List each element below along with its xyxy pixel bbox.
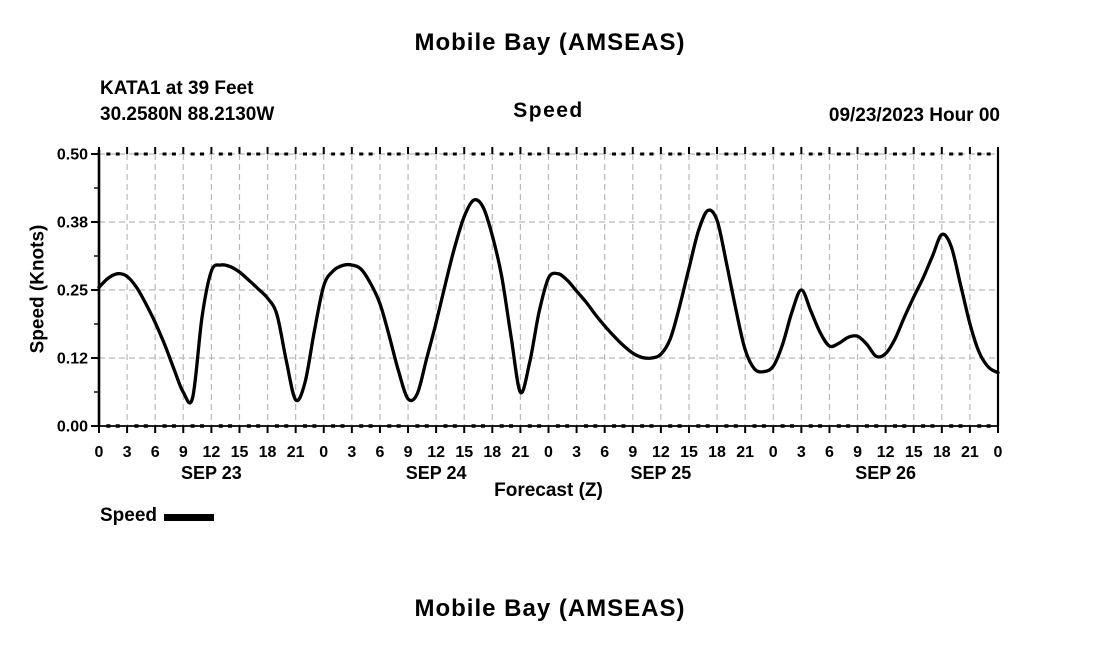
x-tick-label: 6 — [375, 444, 384, 461]
x-tick-label: 21 — [287, 444, 305, 461]
x-tick-label: 12 — [877, 444, 895, 461]
x-tick-label: 3 — [123, 444, 132, 461]
x-tick-label: 18 — [483, 444, 501, 461]
speed-curve — [97, 198, 1000, 405]
day-label: SEP 24 — [406, 463, 467, 483]
y-tick-label: 0.50 — [57, 147, 88, 164]
x-tick-label: 15 — [231, 444, 249, 461]
legend-line-swatch — [164, 514, 215, 521]
y-tick-label: 0.25 — [57, 283, 88, 300]
x-tick-label: 9 — [404, 444, 413, 461]
x-tick-label: 6 — [825, 444, 834, 461]
x-tick-label: 18 — [708, 444, 726, 461]
station-label: KATA1 at 39 Feet — [100, 78, 254, 99]
x-tick-label: 0 — [994, 444, 1003, 461]
x-tick-label: 9 — [853, 444, 862, 461]
x-axis-title: Forecast (Z) — [494, 480, 603, 501]
station-coordinates: 30.2580N 88.2130W — [100, 104, 275, 125]
x-tick-label: 15 — [905, 444, 923, 461]
x-tick-label: 9 — [628, 444, 637, 461]
x-tick-label: 18 — [933, 444, 951, 461]
x-tick-label: 18 — [259, 444, 277, 461]
x-tick-label: 21 — [512, 444, 530, 461]
x-tick-label: 3 — [572, 444, 581, 461]
x-tick-label: 15 — [680, 444, 698, 461]
x-tick-label: 6 — [151, 444, 160, 461]
x-tick-label: 0 — [95, 444, 104, 461]
y-tick-label: 0.38 — [57, 215, 88, 232]
x-tick-label: 0 — [544, 444, 553, 461]
next-chart-title: Mobile Bay (AMSEAS) — [414, 595, 686, 622]
legend-label: Speed — [100, 505, 158, 526]
x-tick-label: 15 — [455, 444, 473, 461]
day-label: SEP 23 — [181, 463, 242, 483]
x-tick-label: 9 — [179, 444, 188, 461]
chart-subtitle: Speed — [513, 99, 584, 122]
x-tick-label: 6 — [600, 444, 609, 461]
x-tick-label: 21 — [961, 444, 979, 461]
forecast-run-date: 09/23/2023 Hour 00 — [828, 105, 1000, 126]
y-tick-label: 0.00 — [57, 419, 88, 436]
x-tick-label: 12 — [652, 444, 670, 461]
x-tick-label: 3 — [797, 444, 806, 461]
x-tick-label: 3 — [347, 444, 356, 461]
x-tick-label: 0 — [769, 444, 778, 461]
page-title: Mobile Bay (AMSEAS) — [414, 29, 686, 56]
legend: Speed — [100, 505, 215, 527]
x-tick-label: 12 — [427, 444, 445, 461]
x-tick-label: 0 — [319, 444, 328, 461]
x-tick-label: 21 — [736, 444, 754, 461]
day-label: SEP 25 — [631, 463, 692, 483]
day-label: SEP 26 — [855, 463, 916, 483]
y-tick-label: 0.12 — [57, 351, 88, 368]
x-tick-label: 12 — [202, 444, 220, 461]
